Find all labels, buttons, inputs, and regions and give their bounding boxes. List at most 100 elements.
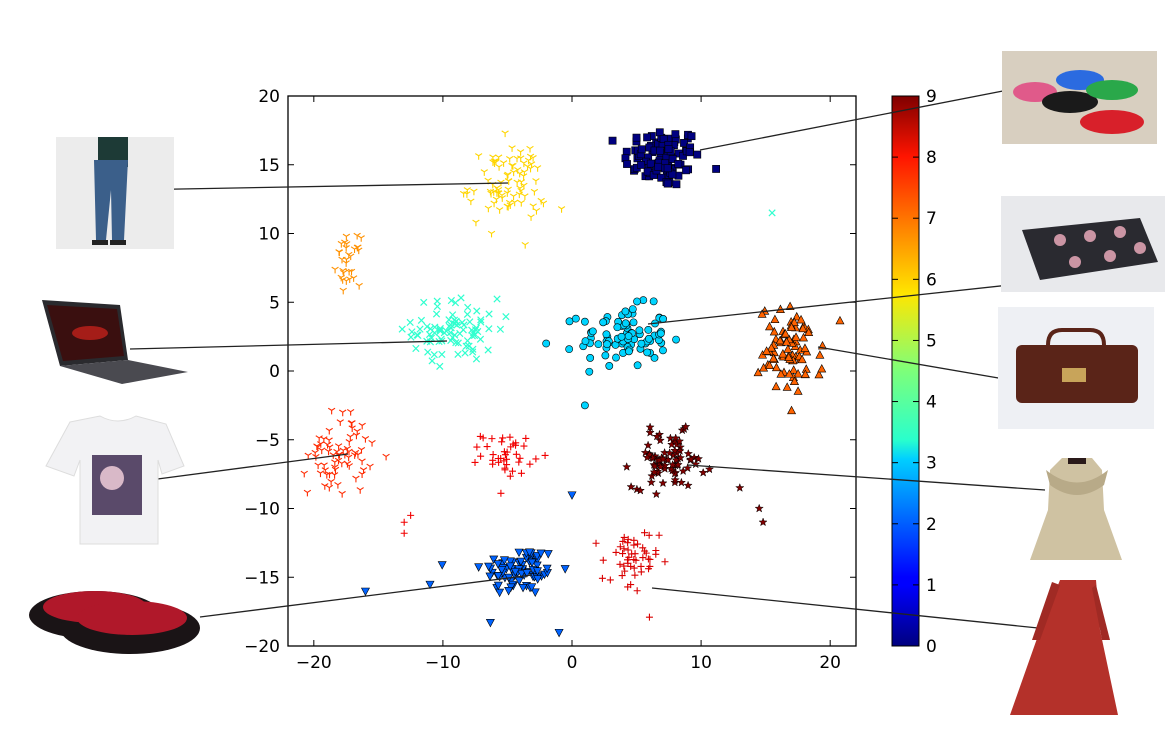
- scatter-point: [539, 200, 548, 208]
- scatter-point: [352, 475, 360, 483]
- scatter-point: [623, 160, 631, 168]
- scatter-point: [517, 155, 525, 163]
- scatter-point: [792, 311, 802, 321]
- scatter-point: [522, 434, 530, 442]
- scatter-point: [485, 572, 495, 582]
- scatter-point: [782, 382, 792, 391]
- scatter-point: [762, 346, 772, 355]
- scatter-point: [641, 529, 649, 537]
- scatter-point: [660, 460, 670, 470]
- scatter-point: [453, 321, 461, 329]
- scatter-point: [642, 549, 650, 557]
- scatter-point: [616, 560, 624, 568]
- scatter-point: [771, 362, 781, 372]
- scatter-point: [355, 247, 363, 255]
- scatter-point: [525, 548, 535, 557]
- scatter-point: [489, 555, 499, 565]
- scatter-point: [430, 329, 439, 337]
- scatter-point: [630, 541, 638, 549]
- jeans-photo: [56, 137, 174, 249]
- scatter-point: [656, 329, 665, 338]
- scatter-point: [646, 159, 655, 168]
- scatter-point: [495, 164, 503, 171]
- scatter-point: [770, 314, 780, 324]
- scatter-point: [674, 160, 683, 168]
- scatter-point: [632, 133, 641, 142]
- scatter-point: [497, 566, 507, 575]
- scatter-point: [448, 311, 457, 319]
- scatter-point: [635, 326, 644, 335]
- scatter-point: [628, 305, 637, 314]
- scatter-point: [620, 545, 628, 553]
- colorbar-tick-label: 6: [926, 270, 937, 290]
- scatter-point: [352, 432, 361, 440]
- scatter-point: [338, 277, 347, 284]
- scatter-point: [601, 351, 610, 360]
- scatter-point: [514, 577, 524, 586]
- scatter-point: [668, 170, 677, 179]
- scatter-point: [799, 332, 809, 342]
- scatter-point: [652, 431, 662, 441]
- scatter-point: [476, 335, 485, 343]
- scatter-point: [356, 487, 364, 494]
- scatter-point: [331, 266, 339, 274]
- scatter-point: [624, 332, 633, 340]
- scatter-point: [645, 427, 655, 437]
- scatter-point: [766, 343, 776, 352]
- scatter-point: [663, 164, 672, 173]
- scatter-point: [479, 434, 487, 442]
- scatter-point: [797, 354, 807, 364]
- scatter-point: [358, 471, 366, 479]
- leader-line: [647, 282, 1029, 325]
- y-tick-label: −10: [244, 500, 280, 520]
- scatter-point: [668, 155, 677, 163]
- laptop-photo: [42, 300, 188, 384]
- scatter-point: [436, 327, 444, 335]
- scatter-point: [461, 349, 469, 357]
- scatter-point: [800, 369, 810, 378]
- scatter-point: [480, 169, 488, 176]
- scatter-point: [771, 381, 781, 391]
- scatter-point: [624, 535, 632, 543]
- scatter-point: [516, 149, 525, 156]
- scatter-point: [639, 296, 648, 305]
- scatter-point: [327, 478, 335, 486]
- scatter-point: [503, 172, 511, 180]
- scatter-point: [635, 485, 645, 495]
- leader-line: [124, 182, 509, 191]
- scatter-point: [495, 588, 505, 598]
- scatter-point: [754, 503, 764, 513]
- scatter-point: [784, 369, 794, 378]
- scatter-point: [499, 160, 508, 167]
- scatter-point: [382, 453, 390, 461]
- scatter-point: [567, 491, 577, 500]
- scatter-point: [346, 253, 355, 261]
- scatter-point: [317, 441, 325, 448]
- colorbar-tick-label: 9: [926, 87, 937, 107]
- scatter-point: [459, 326, 467, 334]
- scatter-point: [533, 575, 543, 584]
- scatter-point: [334, 457, 343, 465]
- scatter-point: [425, 330, 434, 339]
- scatter-point: [501, 464, 509, 472]
- scatter-point: [342, 233, 351, 241]
- scatter-point: [686, 454, 696, 464]
- scatter-point: [791, 332, 801, 341]
- scatter-point: [765, 321, 775, 331]
- scatter-point: [759, 363, 769, 372]
- scatter-point: [515, 458, 523, 466]
- scatter-point: [490, 158, 499, 165]
- scatter-point: [494, 154, 503, 162]
- tshirt-photo: [45, 415, 185, 545]
- scatter-point: [512, 450, 520, 458]
- scatter-point: [433, 297, 441, 305]
- scatter-point: [508, 467, 516, 475]
- scatter-point: [447, 296, 455, 305]
- scatter-point: [693, 150, 702, 159]
- scatter-point: [645, 531, 653, 539]
- scatter-point: [516, 557, 526, 567]
- scatter-point: [505, 199, 514, 207]
- handbag-photo: [998, 307, 1154, 429]
- scatter-point: [646, 562, 654, 570]
- scatter-point: [526, 145, 534, 153]
